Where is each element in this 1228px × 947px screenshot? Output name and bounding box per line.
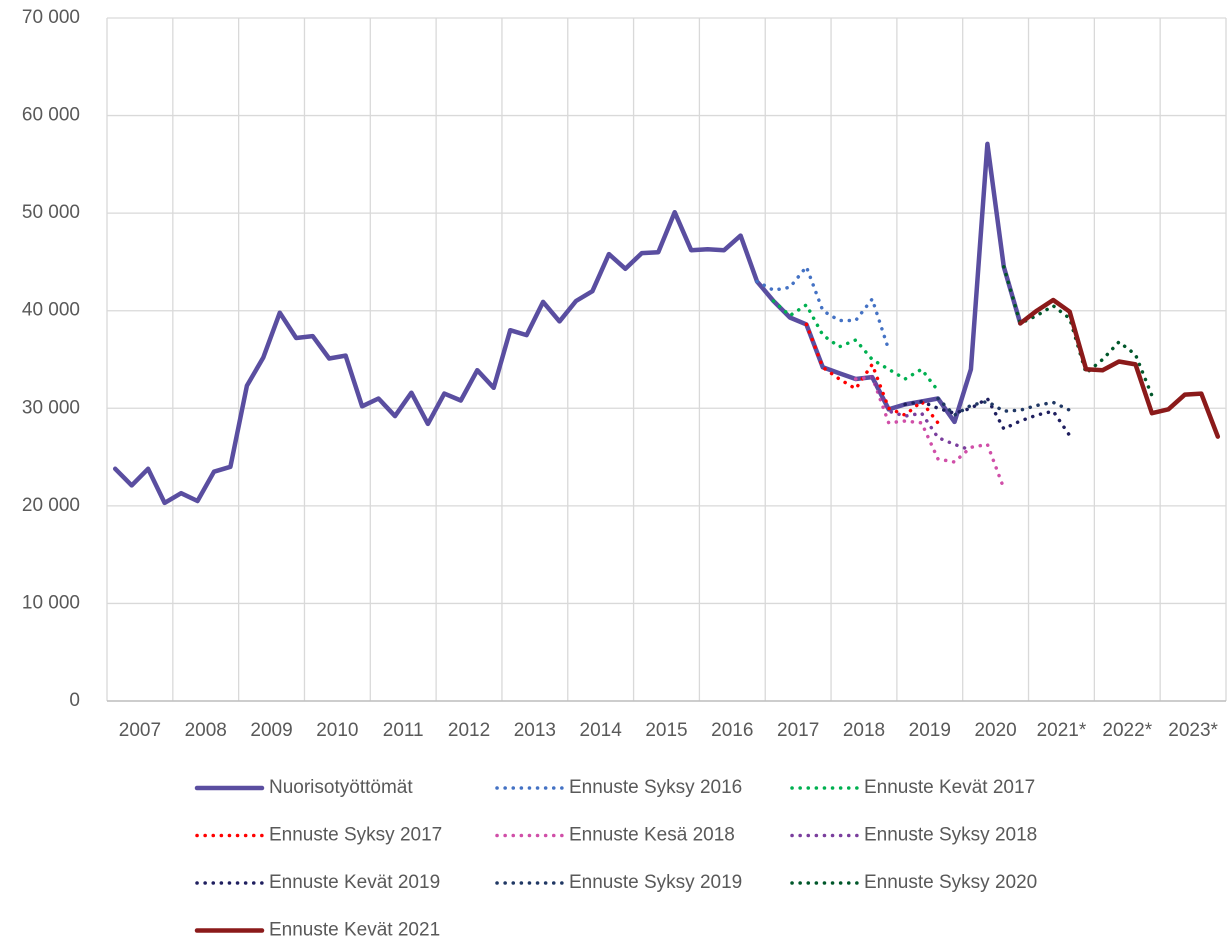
y-tick-label: 20 000 (22, 495, 80, 516)
series-line (1002, 265, 1154, 398)
y-tick-label: 50 000 (22, 202, 80, 223)
series-line (112, 141, 1023, 506)
x-tick-label: 2023* (1168, 720, 1218, 741)
y-tick-label: 10 000 (22, 592, 80, 613)
legend-label: Nuorisotyöttömät (269, 777, 413, 798)
legend-label: Ennuste Kevät 2017 (864, 777, 1035, 798)
legend-label: Ennuste Syksy 2020 (864, 872, 1037, 893)
series-line (936, 396, 1072, 417)
legend-label: Ennuste Kesä 2018 (569, 825, 735, 846)
y-tick-label: 30 000 (22, 397, 80, 418)
x-tick-label: 2009 (250, 720, 292, 741)
legend-label: Ennuste Syksy 2016 (569, 777, 742, 798)
x-tick-label: 2015 (645, 720, 687, 741)
series-line (853, 375, 1006, 491)
x-tick-label: 2008 (185, 720, 227, 741)
legend-label: Ennuste Syksy 2018 (864, 825, 1037, 846)
y-tick-label: 40 000 (22, 300, 80, 321)
series-line (755, 265, 891, 352)
x-tick-label: 2013 (514, 720, 556, 741)
x-tick-label: 2012 (448, 720, 490, 741)
x-tick-label: 2019 (909, 720, 951, 741)
x-tick-label: 2016 (711, 720, 753, 741)
series-line (771, 299, 940, 393)
legend-label: Ennuste Kevät 2019 (269, 872, 440, 893)
series-line (804, 322, 940, 425)
legend-label: Ennuste Syksy 2019 (569, 872, 742, 893)
series-line (903, 396, 1072, 438)
legend-label: Ennuste Syksy 2017 (269, 825, 442, 846)
x-tick-label: 2022* (1102, 720, 1152, 741)
x-tick-label: 2010 (316, 720, 358, 741)
x-tick-label: 2014 (580, 720, 623, 741)
x-tick-label: 2018 (843, 720, 885, 741)
x-tick-label: 2017 (777, 720, 819, 741)
x-tick-label: 2021* (1037, 720, 1087, 741)
y-tick-label: 70 000 (22, 7, 80, 28)
x-tick-label: 2011 (383, 720, 424, 741)
series-line (870, 375, 973, 452)
y-tick-label: 0 (69, 690, 80, 711)
y-tick-label: 60 000 (22, 105, 80, 126)
x-tick-label: 2007 (119, 720, 161, 741)
series-line (1018, 297, 1221, 439)
x-tick-label: 2020 (974, 720, 1016, 741)
legend-label: Ennuste Kevät 2021 (269, 920, 440, 941)
